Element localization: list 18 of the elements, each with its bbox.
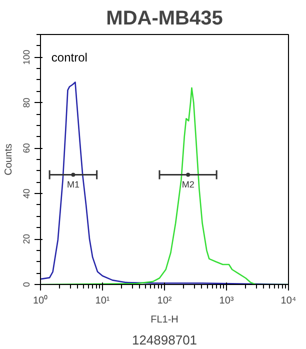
series-label: control bbox=[51, 50, 88, 64]
x-tick-label: 10³ bbox=[219, 296, 234, 306]
y-tick-label: 40 bbox=[22, 188, 32, 199]
y-tick-label: 100 bbox=[22, 50, 32, 65]
y-tick-label: 20 bbox=[22, 234, 32, 244]
y-tick-label: 60 bbox=[22, 143, 32, 154]
x-tick-label: 10⁰ bbox=[32, 294, 48, 306]
chart-title: MDA-MB435 bbox=[106, 8, 223, 30]
y-tick-label: 0 bbox=[22, 282, 32, 288]
text: 124898701 bbox=[132, 332, 198, 348]
x-tick-label: 10⁴ bbox=[280, 296, 296, 306]
x-tick-label: 10² bbox=[157, 296, 172, 306]
y-tick-label: 80 bbox=[22, 98, 32, 108]
y-axis-title: Counts bbox=[4, 144, 14, 176]
x-tick-label: 10¹ bbox=[95, 296, 110, 306]
x-axis-title: FL1-H bbox=[150, 314, 178, 326]
series-label: M2 bbox=[182, 179, 194, 190]
series-label: M1 bbox=[66, 179, 80, 190]
